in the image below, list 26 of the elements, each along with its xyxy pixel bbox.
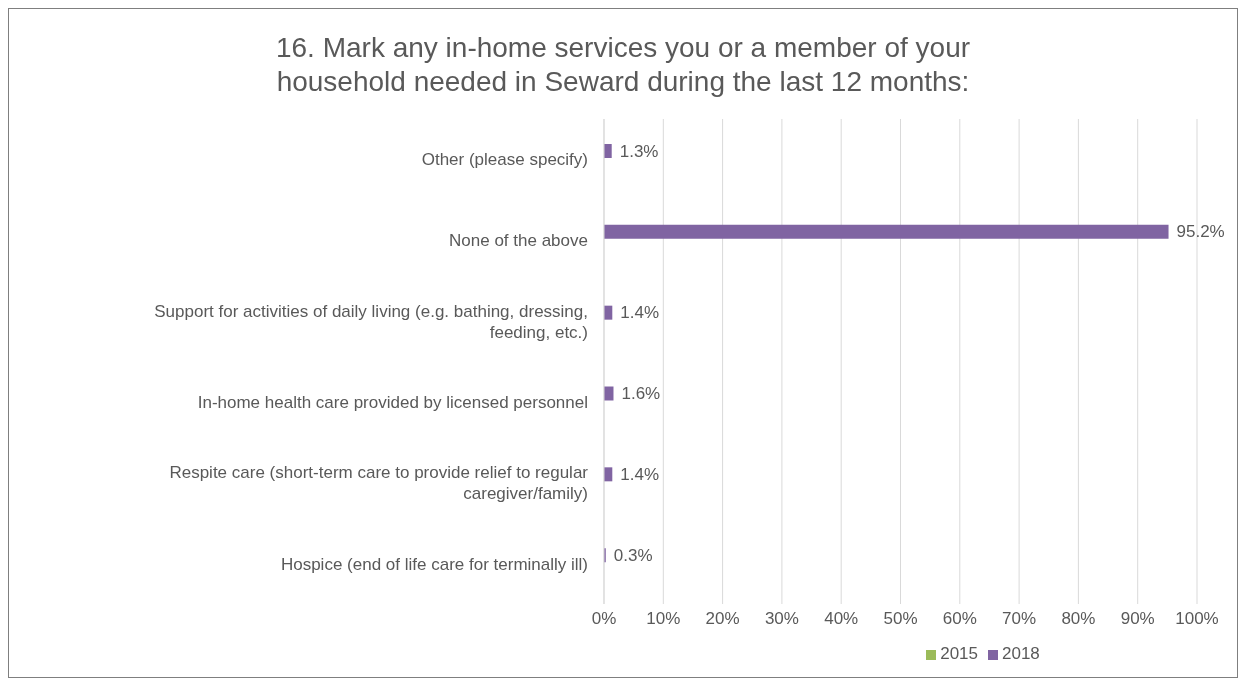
x-tick-label: 50% xyxy=(883,609,918,629)
x-tick-label: 10% xyxy=(646,609,681,629)
y-tick-label: Respite care (short-term care to provide relief to regular caregiver/family) xyxy=(169,462,589,503)
x-tick-label: 70% xyxy=(1002,609,1037,629)
x-tick-label: 60% xyxy=(942,609,977,629)
x-tick-label: 100% xyxy=(1175,609,1219,629)
y-tick-label: Other (please specify) xyxy=(421,149,588,169)
data-label: 1.4% xyxy=(620,464,660,484)
data-label: 95.2% xyxy=(1176,222,1225,242)
y-tick-label: None of the above xyxy=(449,230,588,250)
legend-label: 2018 xyxy=(1002,644,1040,663)
x-tick-label: 40% xyxy=(824,609,859,629)
x-tick-label: 20% xyxy=(705,609,740,629)
x-tick-label: 0% xyxy=(591,609,617,629)
data-label: 1.3% xyxy=(619,141,659,161)
y-tick-label: Hospice (end of life care for terminally ill) xyxy=(280,554,588,574)
x-tick-label: 90% xyxy=(1120,609,1155,629)
y-tick-label: In-home health care provided by licensed personnel xyxy=(197,392,588,412)
x-tick-label: 30% xyxy=(764,609,799,629)
data-label: 0.3% xyxy=(613,545,653,565)
chart-title: 16. Mark any in-home services you or a member of your household needed in Seward during the last 12 months: xyxy=(274,31,972,99)
x-tick-label: 80% xyxy=(1061,609,1096,629)
data-label: 1.4% xyxy=(620,303,660,323)
y-tick-label: Support for activities of daily living (e.g. bathing, dressing, feeding, etc.) xyxy=(154,301,588,342)
data-label: 1.6% xyxy=(621,384,661,403)
legend-label: 2015 xyxy=(940,644,978,663)
